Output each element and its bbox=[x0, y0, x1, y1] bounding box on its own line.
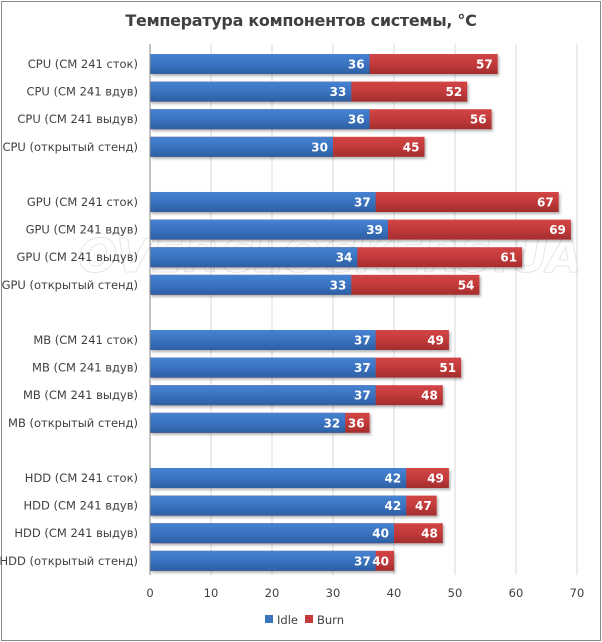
bar-idle bbox=[150, 412, 346, 433]
legend-swatch-burn bbox=[305, 615, 313, 623]
data-label-idle: 37 bbox=[354, 196, 371, 210]
category-label: MB (CM 241 выдув) bbox=[23, 388, 138, 402]
data-label-idle: 37 bbox=[354, 389, 371, 403]
data-label-idle: 37 bbox=[354, 334, 371, 348]
bar-idle bbox=[150, 385, 376, 406]
bar-idle bbox=[150, 523, 394, 544]
data-label-burn: 48 bbox=[421, 389, 438, 403]
category-label: HDD (открытый стенд) bbox=[0, 554, 138, 568]
category-label: GPU (CM 241 вдув) bbox=[26, 223, 138, 237]
category-label: HDD (CM 241 выдув) bbox=[14, 526, 138, 540]
data-label-burn: 45 bbox=[403, 140, 420, 154]
data-label-burn: 48 bbox=[421, 527, 438, 541]
data-label-idle: 33 bbox=[330, 85, 347, 99]
bar-idle bbox=[150, 330, 376, 350]
x-tick-label: 70 bbox=[570, 586, 585, 600]
bars: 36 57 33 52 36 56 30 45 37 67 39 69 34 61 33 54 37 49 37 51… bbox=[150, 54, 571, 571]
data-label-burn: 57 bbox=[476, 58, 493, 72]
data-label-idle: 33 bbox=[330, 278, 347, 292]
category-label: CPU (CM 241 вдув) bbox=[26, 85, 138, 99]
category-label: GPU (CM 241 выдув) bbox=[17, 250, 139, 264]
data-label-burn: 54 bbox=[458, 278, 475, 292]
bar-idle bbox=[150, 550, 376, 571]
category-label: CPU (CM 241 сток) bbox=[28, 57, 138, 71]
data-label-burn: 36 bbox=[348, 416, 365, 430]
bar-idle bbox=[150, 495, 407, 516]
data-label-burn: 69 bbox=[549, 223, 566, 237]
x-tick-label: 20 bbox=[265, 586, 280, 600]
x-tick-label: 30 bbox=[326, 586, 341, 600]
x-tick-label: 50 bbox=[448, 586, 463, 600]
data-label-idle: 36 bbox=[348, 113, 365, 127]
category-label: CPU (открытый стенд) bbox=[2, 140, 138, 154]
data-label-burn: 49 bbox=[427, 334, 444, 348]
category-label: GPU (CM 241 сток) bbox=[27, 195, 138, 209]
bar-idle bbox=[150, 357, 376, 378]
data-label-idle: 36 bbox=[348, 58, 365, 72]
category-label: CPU (CM 241 выдув) bbox=[17, 112, 138, 126]
data-label-idle: 30 bbox=[311, 140, 328, 154]
legend-label-burn: Burn bbox=[317, 613, 344, 627]
x-tick-labels: 0 10 20 30 40 50 60 70 bbox=[146, 586, 584, 600]
category-labels: CPU (CM 241 сток) CPU (CM 241 вдув) CPU (C… bbox=[0, 57, 138, 568]
legend: Idle Burn bbox=[265, 613, 344, 627]
bar-idle bbox=[150, 247, 358, 268]
category-label: MB (CM 241 вдув) bbox=[32, 361, 138, 375]
bar-idle bbox=[150, 274, 352, 295]
bar-idle bbox=[150, 136, 333, 157]
category-label: MB (открытый стенд) bbox=[8, 416, 138, 430]
data-label-burn: 67 bbox=[537, 196, 554, 210]
data-label-idle: 42 bbox=[384, 499, 401, 513]
data-label-burn: 56 bbox=[470, 113, 487, 127]
data-label-idle: 37 bbox=[354, 361, 371, 375]
bar-idle bbox=[150, 468, 407, 488]
data-label-idle: 32 bbox=[323, 416, 340, 430]
data-label-burn: 40 bbox=[372, 554, 389, 568]
category-label: MB (CM 241 сток) bbox=[33, 333, 138, 347]
legend-label-idle: Idle bbox=[277, 613, 298, 627]
x-tick-label: 10 bbox=[204, 586, 219, 600]
bar-idle bbox=[150, 81, 352, 102]
bar-idle bbox=[150, 54, 370, 74]
bar-idle bbox=[150, 192, 376, 212]
data-label-idle: 34 bbox=[336, 251, 353, 265]
legend-swatch-idle bbox=[265, 615, 273, 623]
data-label-idle: 42 bbox=[384, 472, 401, 486]
data-label-burn: 52 bbox=[445, 85, 462, 99]
bar-idle bbox=[150, 109, 370, 130]
data-label-idle: 37 bbox=[354, 554, 371, 568]
x-tick-label: 40 bbox=[387, 586, 402, 600]
category-label: GPU (открытый стенд) bbox=[2, 278, 138, 292]
data-label-burn: 61 bbox=[500, 251, 517, 265]
data-label-idle: 39 bbox=[366, 223, 383, 237]
x-tick-label: 60 bbox=[509, 586, 524, 600]
category-label: HDD (CM 241 сток) bbox=[25, 471, 138, 485]
data-label-burn: 49 bbox=[427, 472, 444, 486]
bar-idle bbox=[150, 219, 388, 240]
data-label-idle: 40 bbox=[372, 527, 389, 541]
data-label-burn: 47 bbox=[415, 499, 432, 513]
x-tick-label: 0 bbox=[146, 586, 153, 600]
category-label: HDD (CM 241 вдув) bbox=[23, 499, 138, 513]
data-label-burn: 51 bbox=[439, 361, 456, 375]
chart-title: Температура компонентов системы, °C bbox=[125, 11, 477, 30]
